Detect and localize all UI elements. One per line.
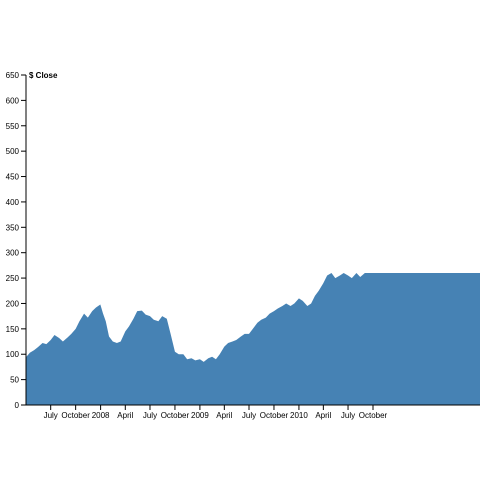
x-tick-label: October [359, 411, 388, 420]
x-tick-label: July [242, 411, 256, 420]
x-tick-label: 2010 [290, 411, 308, 420]
x-tick-label: April [315, 411, 331, 420]
y-tick-label: 400 [6, 198, 20, 207]
y-tick-label: 550 [6, 122, 20, 131]
x-axis: July October 2008 April July October 2009 April… [26, 404, 480, 420]
y-tick-label: 250 [6, 274, 20, 283]
y-axis: 0 50 100 150 200 250 300 350 400 450 500 550 600 650 [6, 71, 27, 410]
y-tick-label: 500 [6, 147, 20, 156]
y-tick-label: 450 [6, 173, 20, 182]
plot-area [26, 273, 480, 405]
y-tick-label: 50 [10, 376, 19, 385]
y-tick-label: 150 [6, 325, 20, 334]
x-tick-label: July [341, 411, 355, 420]
x-tick-label: 2009 [191, 411, 209, 420]
y-tick-label: 100 [6, 350, 20, 359]
x-tick-label: 2008 [92, 411, 110, 420]
x-tick-label: October [161, 411, 190, 420]
x-tick-label: April [216, 411, 232, 420]
x-tick-label: April [117, 411, 133, 420]
y-tick-label: 600 [6, 96, 20, 105]
x-tick-label: July [143, 411, 157, 420]
y-tick-label: 350 [6, 223, 20, 232]
y-tick-label: 200 [6, 299, 20, 308]
y-tick-label: 650 [6, 71, 20, 80]
y-tick-label: 300 [6, 249, 20, 258]
x-tick-label: October [260, 411, 289, 420]
y-tick-label: 0 [15, 401, 20, 410]
close-price-area [26, 273, 480, 405]
x-tick-label: October [61, 411, 90, 420]
y-axis-label: $ Close [29, 71, 58, 80]
x-tick-label: July [44, 411, 58, 420]
